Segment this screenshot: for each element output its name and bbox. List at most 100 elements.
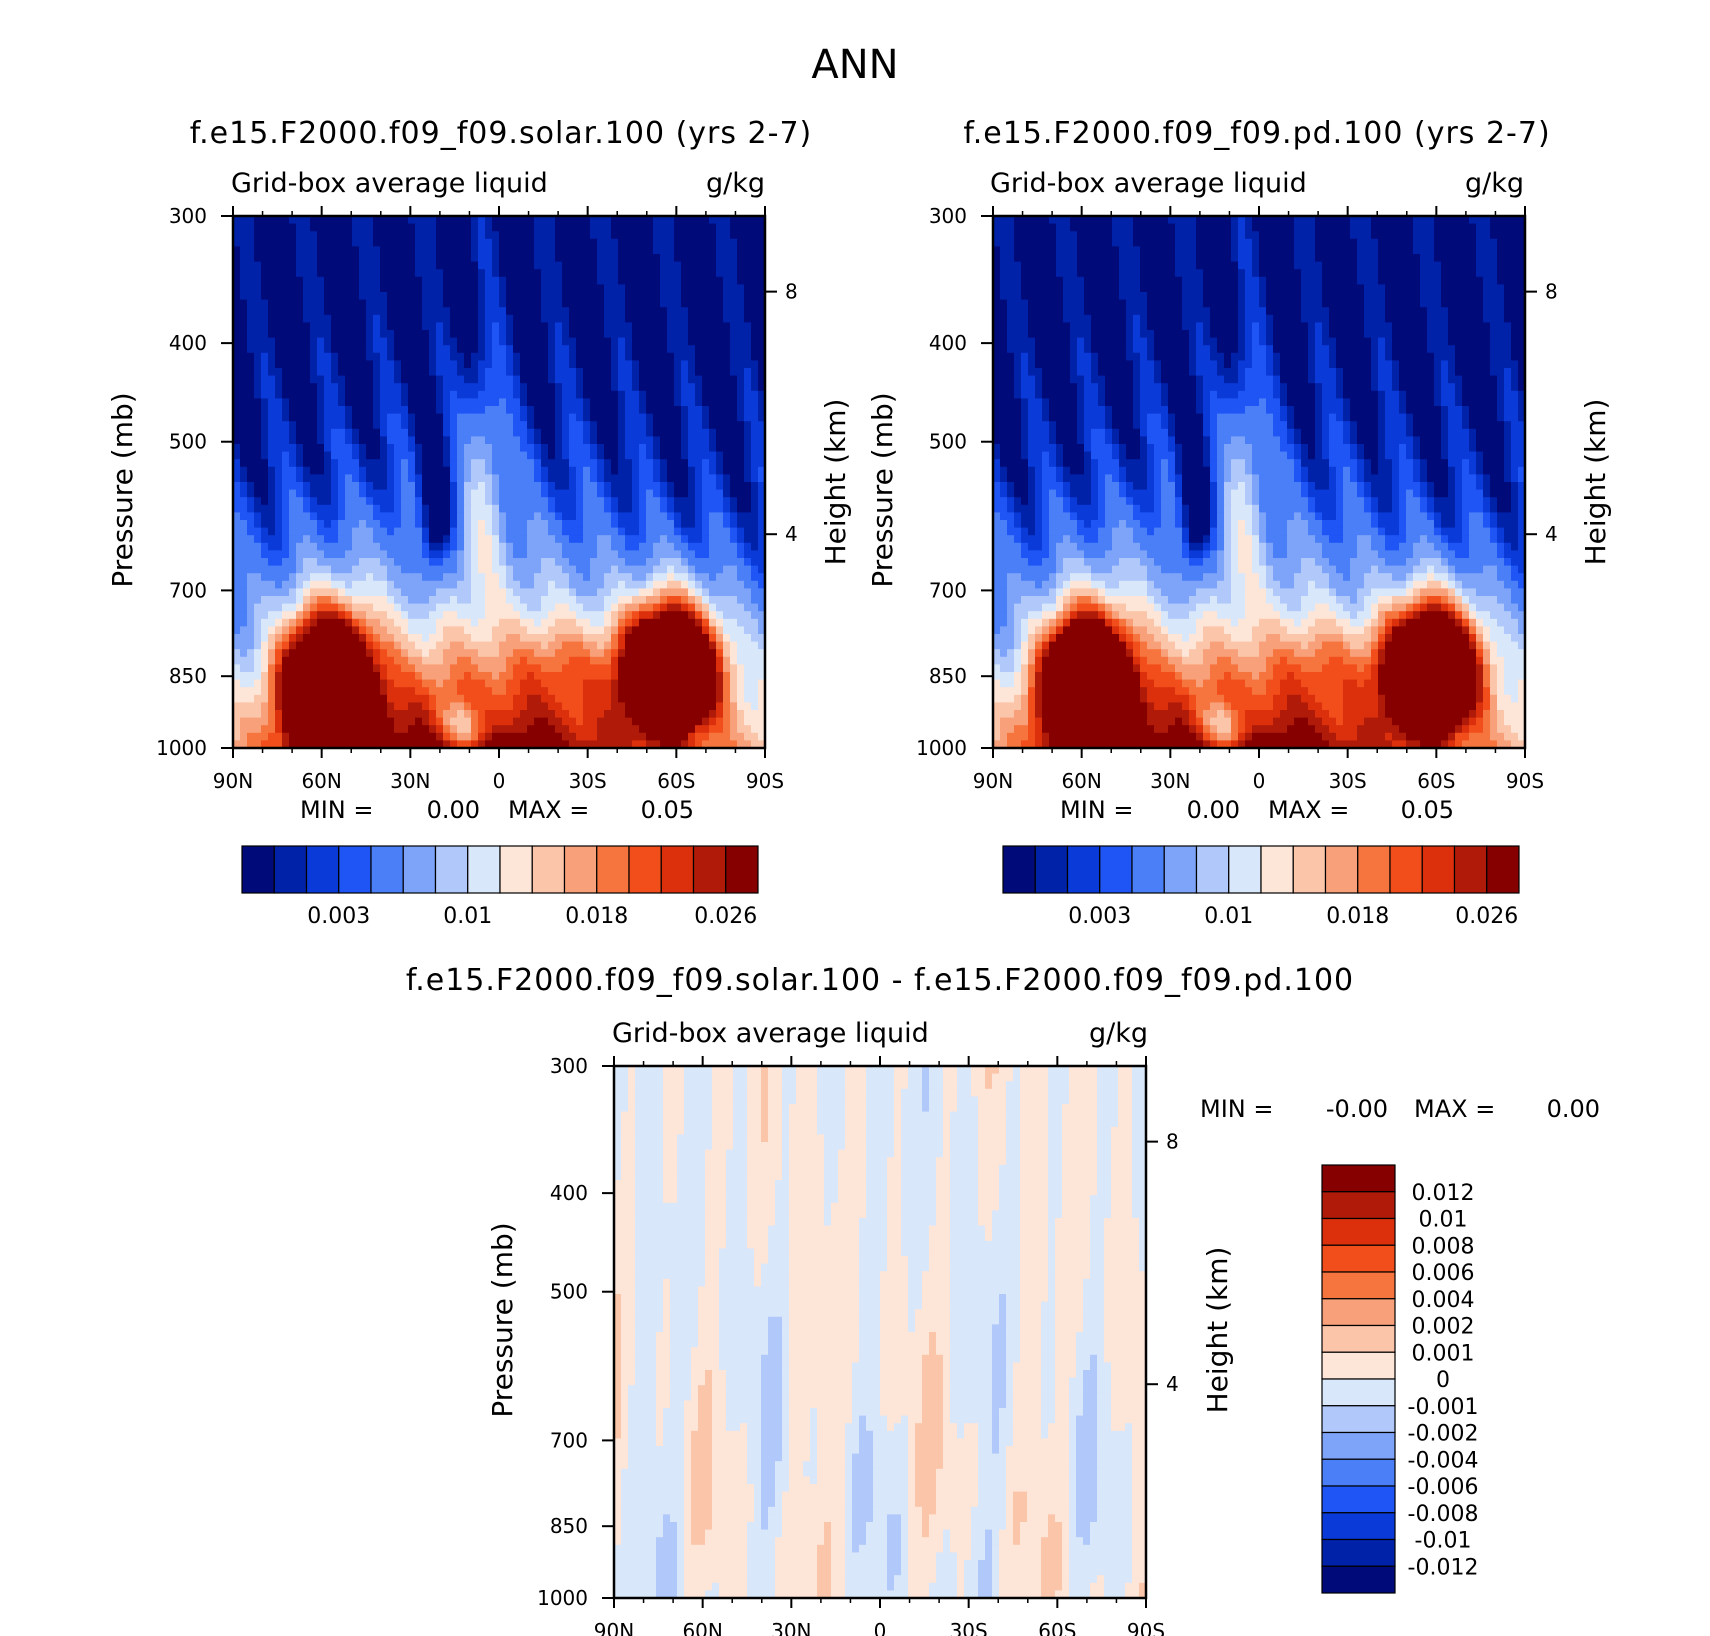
field-cell [338, 694, 346, 703]
field-cell [268, 216, 276, 225]
field-cell [674, 337, 682, 346]
field-cell [436, 406, 444, 415]
field-cell [268, 656, 276, 665]
field-cell [590, 466, 598, 475]
field-cell [492, 269, 500, 278]
field-cell [744, 337, 752, 346]
field-cell [702, 489, 710, 498]
field-cell [464, 641, 472, 650]
field-cell [562, 550, 570, 559]
field-cell [632, 398, 640, 407]
field-cell [282, 398, 290, 407]
field-cell [359, 360, 367, 369]
field-cell [457, 216, 465, 225]
field-cell [289, 284, 297, 293]
field-cell [485, 406, 493, 415]
field-cell [674, 345, 682, 354]
field-cell [331, 672, 339, 681]
field-cell [737, 466, 745, 475]
field-cell [401, 360, 409, 369]
field-cell [247, 421, 255, 430]
field-cell [233, 292, 241, 301]
field-cell [737, 444, 745, 453]
field-cell [597, 223, 605, 232]
field-cell [625, 672, 633, 681]
field-cell [450, 390, 458, 399]
field-cell [387, 611, 395, 620]
field-cell [737, 497, 745, 506]
field-cell [758, 573, 766, 582]
field-cell [653, 459, 661, 468]
field-cell [296, 527, 304, 536]
field-cell [261, 307, 269, 316]
field-cell [716, 406, 724, 415]
field-cell [289, 679, 297, 688]
field-cell [436, 345, 444, 354]
field-cell [233, 459, 241, 468]
field-cell [324, 710, 332, 719]
field-cell [422, 238, 430, 247]
field-cell [359, 254, 367, 263]
field-cell [758, 558, 766, 567]
field-cell [296, 413, 304, 422]
field-cell [310, 535, 318, 544]
field-cell [583, 466, 591, 475]
field-cell [611, 330, 619, 339]
field-cell [730, 520, 738, 529]
field-cell [254, 231, 262, 240]
field-cell [709, 664, 717, 673]
field-cell [667, 322, 675, 331]
field-cell [758, 466, 766, 475]
field-cell [373, 231, 381, 240]
field-cell [324, 314, 332, 323]
field-cell [282, 580, 290, 589]
field-cell [632, 679, 640, 688]
field-cell [394, 337, 402, 346]
field-cell [254, 687, 262, 696]
field-cell [541, 231, 549, 240]
field-cell [576, 466, 584, 475]
field-cell [737, 292, 745, 301]
field-cell [667, 702, 675, 711]
field-cell [534, 535, 542, 544]
field-cell [275, 246, 283, 255]
field-cell [499, 672, 507, 681]
field-cell [422, 451, 430, 460]
field-cell [415, 466, 423, 475]
field-cell [289, 466, 297, 475]
field-cell [625, 284, 633, 293]
field-cell [548, 664, 556, 673]
field-cell [359, 383, 367, 392]
field-cell [401, 444, 409, 453]
field-cell [499, 687, 507, 696]
field-cell [345, 238, 353, 247]
field-cell [492, 558, 500, 567]
field-cell [338, 223, 346, 232]
field-cell [562, 573, 570, 582]
field-cell [296, 368, 304, 377]
field-cell [289, 656, 297, 665]
field-cell [751, 330, 759, 339]
field-cell [317, 360, 325, 369]
field-cell [527, 489, 535, 498]
field-cell [555, 694, 563, 703]
field-cell [436, 276, 444, 285]
field-cell [576, 223, 584, 232]
field-cell [548, 649, 556, 658]
field-cell [716, 231, 724, 240]
field-cell [289, 390, 297, 399]
field-cell [639, 474, 647, 483]
field-cell [457, 368, 465, 377]
field-cell [317, 504, 325, 513]
field-cell [506, 421, 514, 430]
field-cell [254, 292, 262, 301]
field-cell [646, 307, 654, 316]
field-cell [695, 269, 703, 278]
field-cell [464, 352, 472, 361]
field-cell [401, 406, 409, 415]
field-cell [604, 322, 612, 331]
field-cell [394, 542, 402, 551]
field-cell [709, 444, 717, 453]
field-cell [380, 489, 388, 498]
field-cell [751, 596, 759, 605]
